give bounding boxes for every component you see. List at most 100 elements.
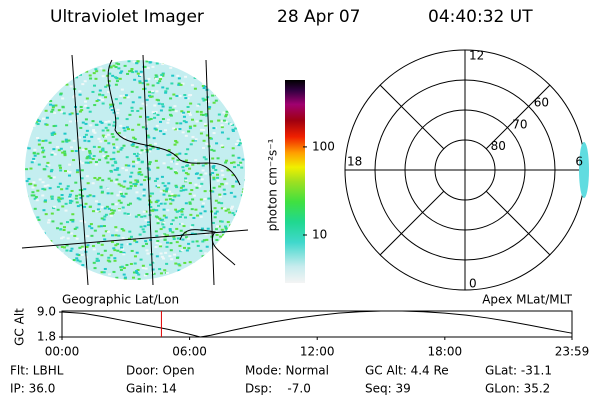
speckle [41,187,45,190]
speckle [102,155,106,158]
speckle [186,110,190,113]
speckle [88,157,92,160]
speckle [230,113,234,116]
speckle [175,128,179,131]
speckle [237,156,241,159]
speckle [224,120,228,123]
speckle [207,69,211,72]
polar-spoke [485,190,551,256]
speckle [115,62,119,65]
speckle [124,94,128,97]
speckle [172,235,176,238]
speckle [114,161,118,164]
speckle [92,248,96,251]
speckle [128,70,132,73]
speckle [225,159,229,162]
speckle [225,248,229,251]
speckle [69,146,73,149]
speckle [70,112,74,115]
speckle [47,219,51,222]
speckle [83,80,87,83]
speckle [65,187,69,190]
speckle [98,176,102,179]
speckle [195,186,199,189]
speckle [202,87,206,90]
speckle [186,173,190,176]
speckle [197,177,201,180]
speckle [195,240,199,243]
speckle [175,172,179,175]
speckle [25,262,29,265]
speckle [151,90,155,93]
speckle [204,158,208,161]
speckle [113,160,117,163]
speckle [70,247,74,250]
speckle [224,227,228,230]
speckle [100,243,104,246]
speckle [230,238,234,241]
speckle [182,115,186,118]
speckle [203,85,207,88]
speckle [44,269,48,272]
speckle [117,209,121,212]
speckle [103,207,107,210]
speckle [212,178,216,181]
speckle [162,226,166,229]
speckle [35,229,39,232]
speckle [179,186,183,189]
speckle [137,273,141,276]
speckle [79,220,83,223]
speckle [78,189,82,192]
speckle [147,177,151,180]
speckle [214,199,218,202]
speckle [44,83,48,86]
speckle [231,212,235,215]
speckle [61,205,65,208]
speckle [87,161,91,164]
speckle [197,73,201,76]
speckle [120,88,124,91]
speckle [138,233,142,236]
speckle [29,271,33,274]
speckle [159,76,163,79]
speckle [43,185,47,188]
speckle [175,256,179,259]
speckle [243,106,245,109]
speckle [191,139,195,142]
speckle [184,153,188,156]
speckle [59,228,63,231]
speckle [40,84,44,87]
speckle [221,278,225,280]
speckle [215,233,219,236]
speckle [94,163,98,166]
speckle [29,167,33,170]
speckle [27,269,31,272]
speckle [79,248,83,251]
speckle [95,210,99,213]
speckle [180,249,184,252]
speckle [184,121,188,124]
speckle [85,235,89,238]
speckle [154,245,158,248]
speckle [41,97,45,100]
speckle [101,75,105,78]
speckle [217,225,221,228]
speckle [64,77,68,80]
speckle [115,146,119,149]
speckle [136,180,140,183]
speckle [61,75,65,78]
speckle [41,106,45,109]
speckle [194,208,198,211]
speckle [188,125,192,128]
speckle [191,224,195,227]
speckle [130,90,134,93]
speckle [99,225,103,228]
speckle [69,85,73,88]
speckle [235,180,239,183]
speckle [73,267,77,270]
speckle [224,276,228,279]
speckle [87,62,91,65]
speckle [182,120,186,123]
speckle [202,99,206,102]
